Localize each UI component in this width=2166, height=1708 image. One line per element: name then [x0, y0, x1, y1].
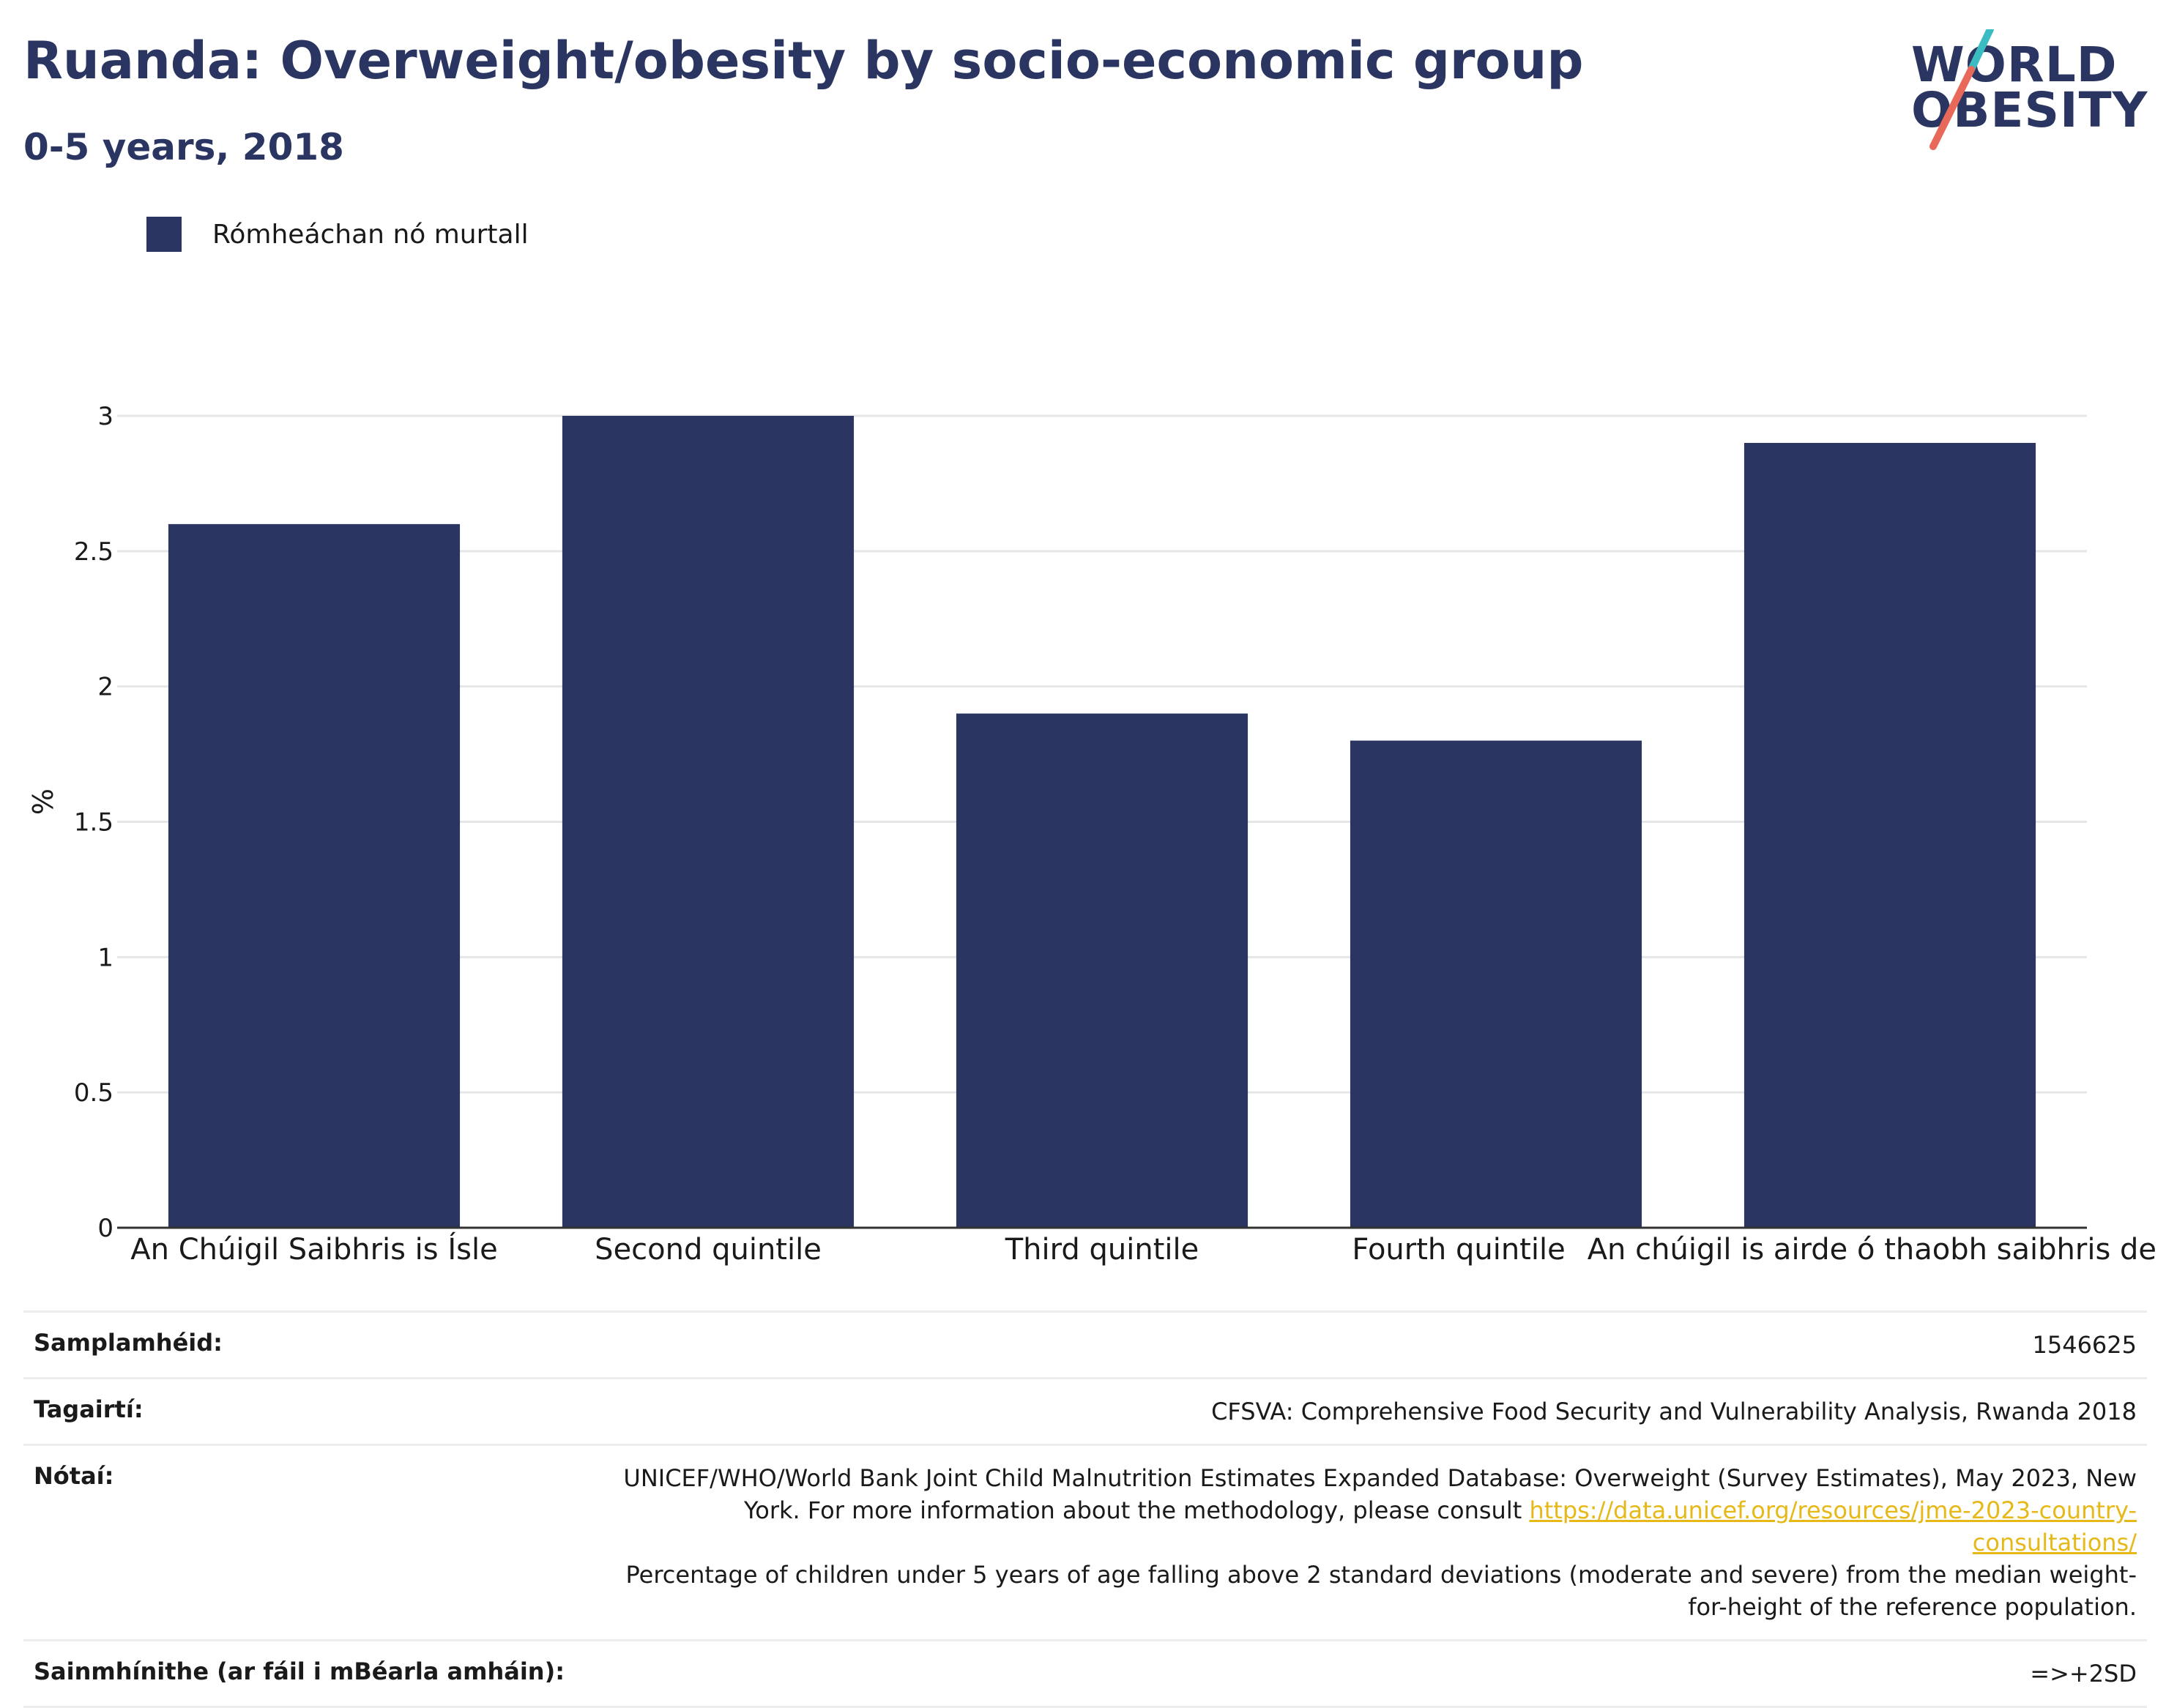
legend-label: Rómheáchan nó murtall	[212, 219, 529, 250]
x-tick-label: An chúigil is airde ó thaobh saibhris de	[1588, 1233, 2156, 1267]
world-obesity-logo: WORLD OBESITY	[1911, 29, 2160, 161]
notes-definition-text: Percentage of children under 5 years of …	[625, 1561, 2137, 1621]
notes-value: UNICEF/WHO/World Bank Joint Child Malnut…	[599, 1462, 2137, 1623]
info-row-notes: Nótaí: UNICEF/WHO/World Bank Joint Child…	[23, 1444, 2147, 1639]
notes-label: Nótaí:	[34, 1462, 114, 1490]
y-tick-label: 0	[97, 1214, 113, 1243]
logo-word-world: WORLD	[1911, 37, 2118, 93]
info-table: Samplamhéid: 1546625 Tagairtí: CFSVA: Co…	[23, 1310, 2147, 1708]
y-tick-label: 0.5	[74, 1078, 113, 1108]
bar	[1743, 442, 2036, 1228]
sample-size-value: 1546625	[2032, 1331, 2137, 1359]
y-axis-label: %	[27, 788, 59, 815]
legend-swatch	[146, 217, 182, 252]
bar-chart: 0 0.5 1 1.5 2 2.5 3 An Chúigil Saibhris is Ísl…	[27, 402, 2156, 1267]
legend: Rómheáchan nó murtall	[146, 217, 529, 252]
sample-size-label: Samplamhéid:	[34, 1329, 223, 1357]
x-tick-label: Third quintile	[1005, 1233, 1199, 1267]
chart-title: Ruanda: Overweight/obesity by socio-econ…	[23, 31, 1584, 91]
info-row-references: Tagairtí: CFSVA: Comprehensive Food Secu…	[23, 1377, 2147, 1444]
y-tick-label: 2	[97, 673, 113, 702]
y-axis-ticks: 0 0.5 1 1.5 2 2.5 3	[74, 402, 113, 1243]
y-tick-label: 2.5	[74, 537, 113, 567]
bar	[562, 416, 855, 1228]
logo-slash-icon	[1929, 29, 1994, 150]
references-label: Tagairtí:	[34, 1395, 144, 1423]
bar	[956, 713, 1248, 1228]
bars	[168, 416, 2036, 1228]
info-row-sample: Samplamhéid: 1546625	[23, 1310, 2147, 1377]
info-row-definitions: Sainmhínithe (ar fáil i mBéarla amháin):…	[23, 1639, 2147, 1708]
methodology-link[interactable]: https://data.unicef.org/resources/jme-20…	[1529, 1496, 2137, 1556]
definitions-value: =>+2SD	[2030, 1660, 2137, 1688]
x-axis-ticks: An Chúigil Saibhris is Ísle Second quinti…	[130, 1231, 2156, 1267]
y-tick-label: 1.5	[74, 808, 113, 838]
x-tick-label: Fourth quintile	[1352, 1233, 1565, 1267]
y-tick-label: 1	[97, 943, 113, 972]
y-tick-label: 3	[97, 402, 113, 431]
definitions-label: Sainmhínithe (ar fáil i mBéarla amháin):	[34, 1657, 565, 1685]
chart-subtitle: 0-5 years, 2018	[23, 126, 344, 168]
bar	[1350, 740, 1642, 1228]
x-tick-label: Second quintile	[595, 1233, 822, 1267]
references-value: CFSVA: Comprehensive Food Security and V…	[1211, 1398, 2137, 1425]
bar	[168, 523, 461, 1228]
notes-text: UNICEF/WHO/World Bank Joint Child Malnut…	[623, 1464, 2137, 1524]
x-tick-label: An Chúigil Saibhris is Ísle	[130, 1231, 497, 1267]
